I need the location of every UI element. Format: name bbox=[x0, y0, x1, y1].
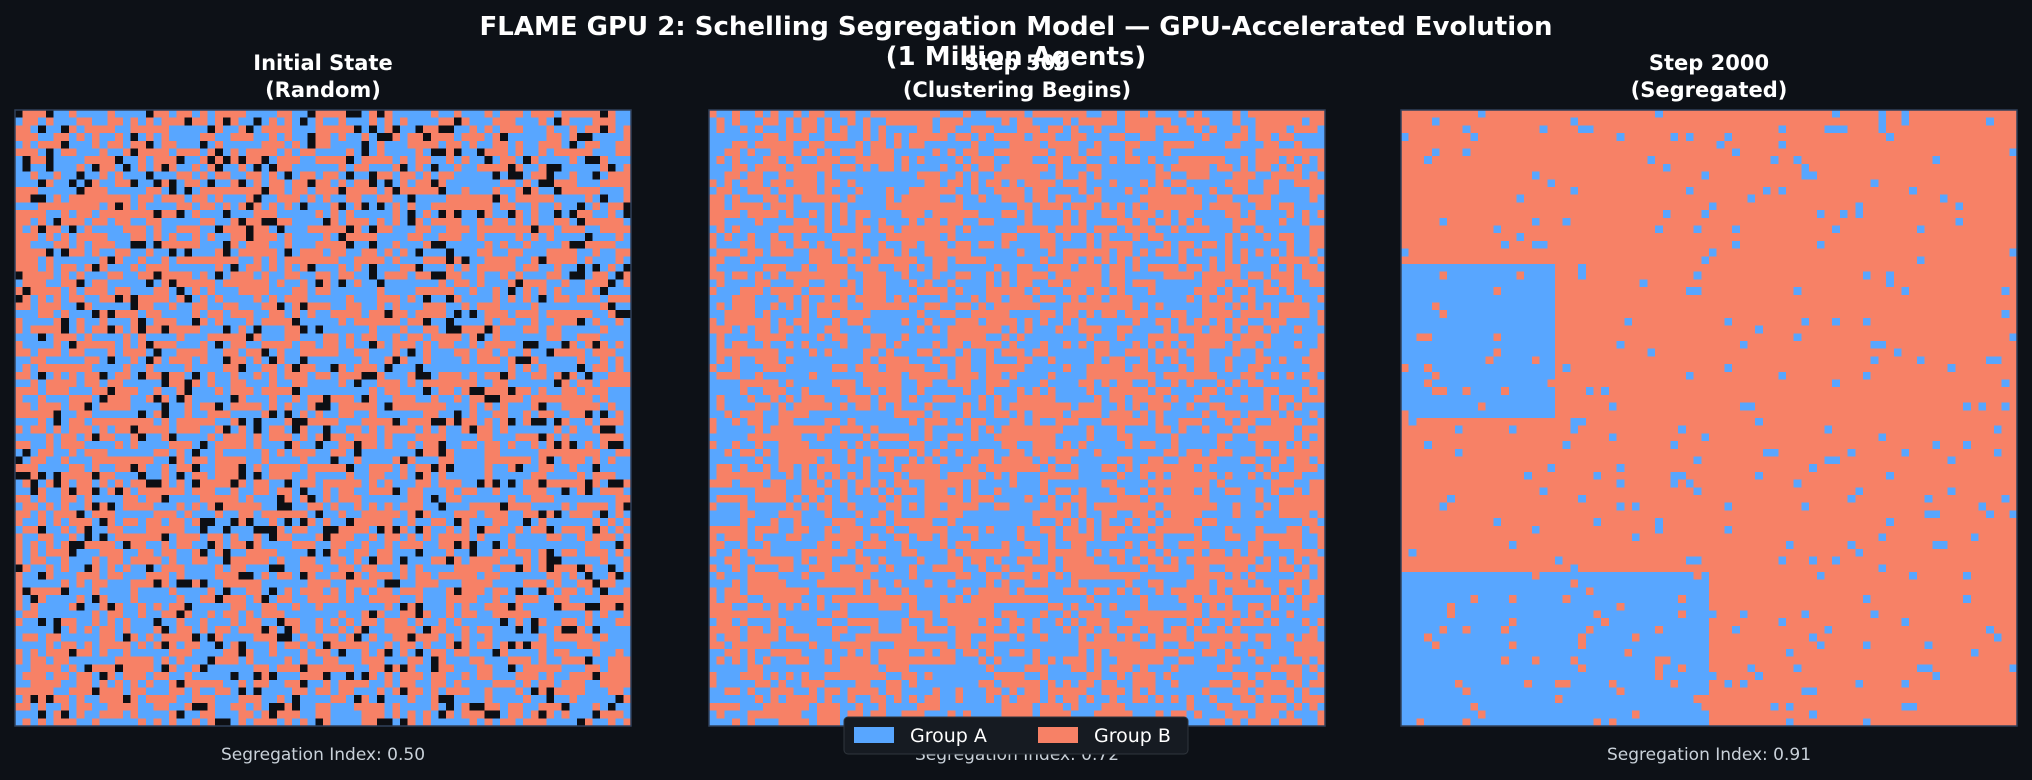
cell-pattern bbox=[709, 110, 1325, 726]
legend-label: Group A bbox=[910, 725, 987, 747]
panel: Step 500 (Clustering Begins)Segregation I… bbox=[708, 51, 1326, 765]
panel-caption: Segregation Index: 0.50 bbox=[221, 745, 425, 765]
legend-swatch bbox=[854, 727, 894, 743]
panel-frame bbox=[14, 109, 632, 727]
cell-pattern bbox=[15, 110, 631, 726]
legend-label: Group B bbox=[1094, 725, 1171, 747]
legend: Group A Group B bbox=[843, 716, 1189, 755]
legend-swatch bbox=[1038, 727, 1078, 743]
legend-box bbox=[843, 716, 1189, 755]
panel-title: Step 500 (Clustering Begins) bbox=[903, 51, 1131, 102]
panel-frame bbox=[1400, 109, 2018, 727]
cell-pattern bbox=[1401, 110, 2017, 726]
panel: Initial State (Random) Segregation Index: … bbox=[14, 51, 632, 765]
panel-title: Initial State (Random) bbox=[253, 51, 393, 102]
cell-pattern bbox=[15, 110, 631, 726]
panel-title: Step 2000 (Segregated) bbox=[1631, 51, 1788, 102]
panel-caption: Segregation Index: 0.91 bbox=[1607, 745, 1811, 765]
panel: Step 2000 (Segregated) Segregation Index: … bbox=[1400, 51, 2018, 765]
figure-title: FLAME GPU 2: Schelling Segregation Model… bbox=[480, 12, 1553, 72]
